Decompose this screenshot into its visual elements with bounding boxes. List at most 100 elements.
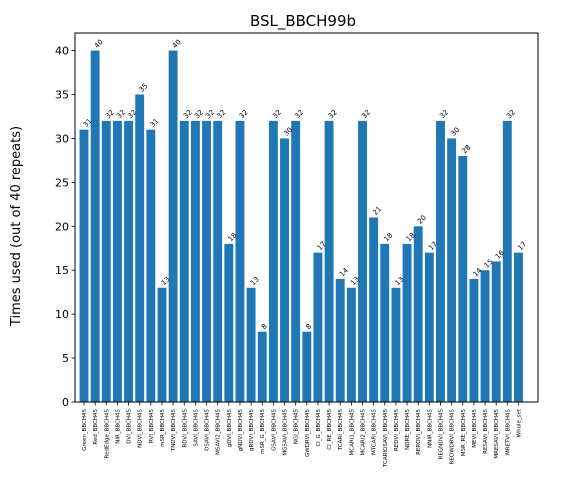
x-tick-label: gNDVI_BBCH45 — [238, 409, 244, 452]
data-label: 30 — [449, 126, 461, 138]
data-label: 17 — [316, 240, 328, 252]
data-label: 40 — [171, 38, 183, 50]
bar-NNIR_BBCH45 — [424, 252, 434, 402]
data-label: 32 — [104, 108, 116, 120]
data-label: 8 — [260, 322, 269, 331]
x-tick-label: mSR_BBCH45 — [160, 409, 166, 447]
data-label: 14 — [338, 266, 350, 278]
bar-MSAVI2_BBCH45 — [213, 120, 223, 403]
data-label: 32 — [360, 108, 372, 120]
x-tick-label: RDVI_BBCH45 — [182, 409, 188, 448]
x-tick-label: gDVI_BBCH45 — [227, 409, 233, 448]
data-label: 40 — [93, 38, 105, 50]
data-label: 32 — [204, 108, 216, 120]
plot-frame — [74, 32, 539, 403]
x-tick-label: NNIR_BBCH45 — [427, 409, 433, 448]
data-label: 21 — [371, 205, 383, 217]
bar-RDVI_BBCH45 — [179, 120, 189, 403]
bar-MGSAVI_BBCH45 — [280, 138, 289, 402]
data-label: 32 — [327, 108, 339, 120]
bar-REOWDRVI_BBCH45 — [447, 138, 457, 402]
x-tick-label: CI_G_BBCH45 — [316, 409, 322, 447]
x-axis: Green_BBCH45 Red_BBCH45 RedEdge_BBCH45 NIR_… — [82, 402, 522, 468]
bar-mSR_G_BBCH45 — [257, 331, 267, 402]
data-label: 32 — [182, 108, 194, 120]
y-tick-label: 25 — [55, 176, 69, 189]
x-tick-label: REOWDRVI_BBCH45 — [450, 409, 456, 465]
bar-NDRE_BBCH45 — [402, 243, 412, 402]
data-label: 32 — [293, 108, 305, 120]
x-tick-label: CI_RE_BBCH45 — [327, 409, 333, 450]
bar-REROVI_BBCH45 — [413, 226, 423, 402]
bar-CI_G_BBCH45 — [313, 252, 323, 402]
x-tick-label: REROVI_BBCH45 — [416, 409, 422, 455]
x-tick-label: Red_BBCH45 — [93, 409, 99, 445]
data-label: 32 — [271, 108, 283, 120]
data-label: 13 — [394, 275, 406, 287]
bar-mSR_BBCH45 — [157, 287, 167, 402]
x-tick-label: MSAVI2_BBCH45 — [216, 409, 222, 455]
x-tick-label: MCARI2_BBCH45 — [361, 409, 367, 456]
x-tick-label: SAVI_BBCH45 — [193, 409, 199, 447]
bar-gDVI_BBCH45 — [224, 243, 234, 402]
data-label: 13 — [249, 275, 261, 287]
data-label: 30 — [282, 126, 294, 138]
x-tick-label: REDVI_BBCH45 — [394, 409, 400, 451]
data-label: 32 — [126, 108, 138, 120]
chart-title: BSL_BBCH99b — [250, 12, 356, 31]
data-label: 18 — [227, 231, 239, 243]
bar-RVI_BBCH45 — [146, 129, 156, 402]
bar-Whole_set — [514, 252, 523, 402]
x-tick-label: RedEdge_BBCH45 — [104, 409, 110, 459]
bar-gNDVI_BBCH45 — [235, 120, 245, 403]
bar-REDVI_BBCH45 — [391, 287, 401, 402]
bar-REGNDVI_BBCH45 — [436, 120, 445, 403]
data-label: 32 — [238, 108, 250, 120]
data-label: 18 — [405, 231, 417, 243]
bar-TCARI_BBCH45 — [335, 279, 345, 402]
data-label: 8 — [305, 322, 314, 331]
bar-MCARI2_BBCH45 — [358, 120, 367, 403]
bar-gRDVI_BBCH45 — [246, 287, 256, 402]
y-tick-label: 30 — [55, 132, 69, 145]
data-label: 28 — [461, 143, 473, 155]
y-tick-label: 0 — [62, 396, 69, 409]
bar-TCARIOSAVI_BBCH45 — [380, 243, 390, 402]
x-tick-label: OSAVI_BBCH45 — [205, 409, 211, 451]
data-label: 17 — [516, 240, 528, 252]
data-label: 32 — [215, 108, 227, 120]
x-tick-label: MCARI1_BBCH45 — [349, 409, 355, 456]
y-tick-label: 40 — [55, 45, 69, 58]
bar-Red_BBCH45 — [90, 50, 100, 402]
x-tick-label: TCARIOSAVI_BBCH45 — [383, 409, 389, 468]
x-tick-label: MRETVI_BBCH45 — [505, 409, 511, 455]
x-tick-label: Green_BBCH45 — [82, 409, 88, 451]
x-tick-label: RVI_BBCH45 — [149, 409, 155, 444]
x-tick-label: DVI_BBCH45 — [127, 409, 133, 444]
x-tick-label: RESAVI_BBCH45 — [483, 408, 489, 453]
data-label: 35 — [137, 82, 149, 94]
bar-MSR_RE_BBCH45 — [458, 156, 468, 402]
bar-NDVI_BBCH45 — [135, 94, 145, 402]
y-tick-label: 10 — [55, 308, 69, 321]
bar-RedEdge_BBCH45 — [101, 120, 111, 403]
bars — [79, 50, 523, 403]
data-label: 32 — [115, 108, 127, 120]
data-label: 18 — [383, 231, 395, 243]
data-label: 17 — [427, 240, 439, 252]
x-tick-label: NGI_BBCH45 — [294, 409, 300, 445]
y-tick-label: 20 — [55, 220, 69, 233]
x-tick-label: mSR_G_BBCH45 — [260, 409, 266, 454]
y-tick-label: 35 — [55, 89, 69, 102]
y-axis-label: Times used (out of 40 repeats) — [9, 126, 24, 327]
x-tick-label: gRDVI_BBCH45 — [249, 409, 255, 452]
x-tick-label: MRESAVI_BBCH45 — [494, 409, 500, 459]
x-tick-label: GWDRVI_BBCH45 — [305, 409, 311, 458]
bar-Green_BBCH45 — [79, 129, 89, 402]
y-tick-label: 5 — [62, 352, 69, 365]
bar-OSAVI_BBCH45 — [202, 120, 211, 403]
x-tick-label: TNDVI_BBCH45 — [171, 409, 177, 453]
bar-RESAVI_BBCH45 — [480, 270, 490, 402]
